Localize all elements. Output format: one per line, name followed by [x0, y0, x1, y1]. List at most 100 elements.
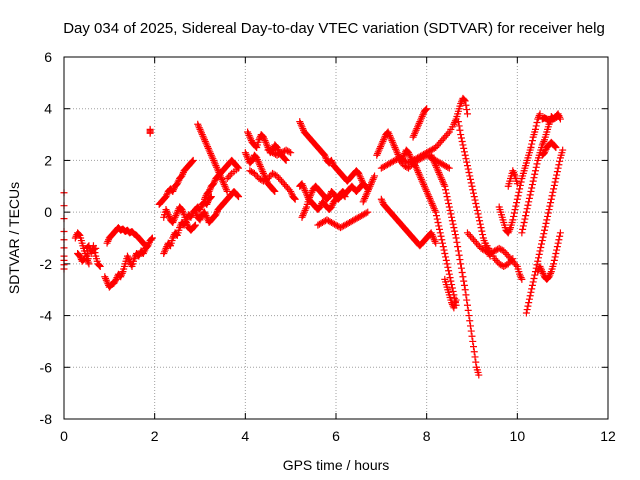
data-point: [545, 206, 553, 214]
data-point: [547, 269, 555, 277]
data-point: [357, 175, 365, 183]
data-point: [123, 252, 131, 260]
data-point: [451, 294, 459, 302]
data-point: [163, 207, 171, 215]
data-point: [383, 161, 391, 169]
data-point: [445, 270, 453, 278]
data-point: [162, 193, 170, 201]
data-point: [423, 189, 431, 197]
data-point: [386, 133, 394, 141]
data-point: [76, 252, 84, 260]
data-point: [130, 255, 138, 263]
data-point: [434, 218, 442, 226]
data-point: [258, 166, 266, 174]
data-point: [298, 213, 306, 221]
data-point: [255, 175, 263, 183]
data-point: [226, 171, 234, 179]
data-point: [361, 210, 369, 218]
data-point: [281, 155, 289, 163]
data-point: [368, 179, 376, 187]
data-point: [308, 188, 316, 196]
data-point: [209, 155, 217, 163]
data-point: [460, 144, 468, 152]
data-point: [548, 116, 556, 124]
data-point: [555, 236, 563, 244]
data-point: [242, 150, 250, 158]
data-point: [361, 193, 369, 201]
data-point: [465, 312, 473, 320]
data-point: [553, 243, 561, 251]
data-point: [471, 196, 479, 204]
data-point: [299, 181, 307, 189]
data-point: [273, 144, 281, 151]
data-point: [528, 285, 536, 293]
data-point: [352, 215, 360, 223]
data-point: [362, 191, 370, 199]
plot-frame: [63, 56, 609, 420]
data-point: [532, 163, 540, 171]
data-point: [445, 267, 453, 275]
data-point: [526, 292, 534, 300]
data-point: [325, 193, 333, 201]
data-point: [323, 216, 331, 224]
data-point: [504, 229, 512, 237]
data-point: [266, 147, 274, 155]
data-point: [553, 168, 561, 176]
data-point: [500, 247, 508, 255]
data-point: [439, 243, 447, 251]
data-point: [390, 142, 398, 150]
data-point: [388, 137, 396, 145]
data-point: [378, 139, 386, 147]
data-point: [160, 248, 168, 256]
data-point: [516, 185, 524, 193]
data-point: [204, 199, 212, 207]
data-point: [162, 244, 170, 252]
data-point: [170, 217, 178, 225]
data-point: [208, 153, 216, 161]
data-point: [287, 189, 295, 197]
data-point: [545, 118, 553, 126]
data-point: [446, 274, 454, 282]
data-point: [201, 137, 209, 145]
data-point: [427, 198, 435, 206]
data-point: [414, 168, 422, 176]
data-point: [386, 159, 394, 167]
data-point: [84, 243, 92, 251]
data-point: [197, 204, 205, 212]
data-point: [346, 218, 354, 226]
data-point: [405, 149, 413, 157]
data-point: [433, 165, 441, 173]
data-point: [462, 155, 470, 163]
data-point: [445, 200, 453, 208]
data-point: [243, 152, 251, 160]
data-point: [95, 261, 103, 269]
data-point: [343, 220, 351, 228]
data-point: [521, 215, 529, 223]
data-point: [341, 221, 349, 229]
data-point: [540, 230, 548, 238]
data-point: [355, 171, 363, 179]
data-point: [541, 226, 549, 234]
data-point: [495, 260, 503, 268]
data-point: [529, 177, 537, 185]
data-point: [537, 264, 545, 272]
data-point: [201, 193, 209, 201]
data-point: [555, 161, 563, 169]
data-point: [305, 195, 313, 203]
data-point: [428, 231, 436, 239]
data-point: [554, 164, 562, 172]
data-point: [535, 250, 543, 258]
data-point: [412, 163, 420, 171]
data-point: [359, 198, 367, 206]
data-point: [202, 139, 210, 147]
data-point: [458, 268, 466, 276]
data-point: [263, 142, 271, 150]
data-point: [525, 295, 533, 303]
data-point: [526, 191, 534, 199]
data-point: [270, 170, 278, 178]
data-point: [321, 153, 329, 161]
data-point: [162, 206, 170, 214]
data-point: [443, 260, 451, 268]
data-point: [459, 273, 467, 281]
data-point: [340, 191, 348, 199]
